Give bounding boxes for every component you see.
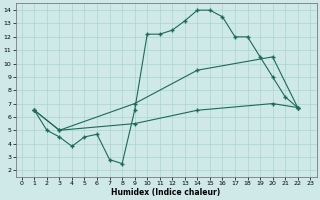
X-axis label: Humidex (Indice chaleur): Humidex (Indice chaleur): [111, 188, 221, 197]
